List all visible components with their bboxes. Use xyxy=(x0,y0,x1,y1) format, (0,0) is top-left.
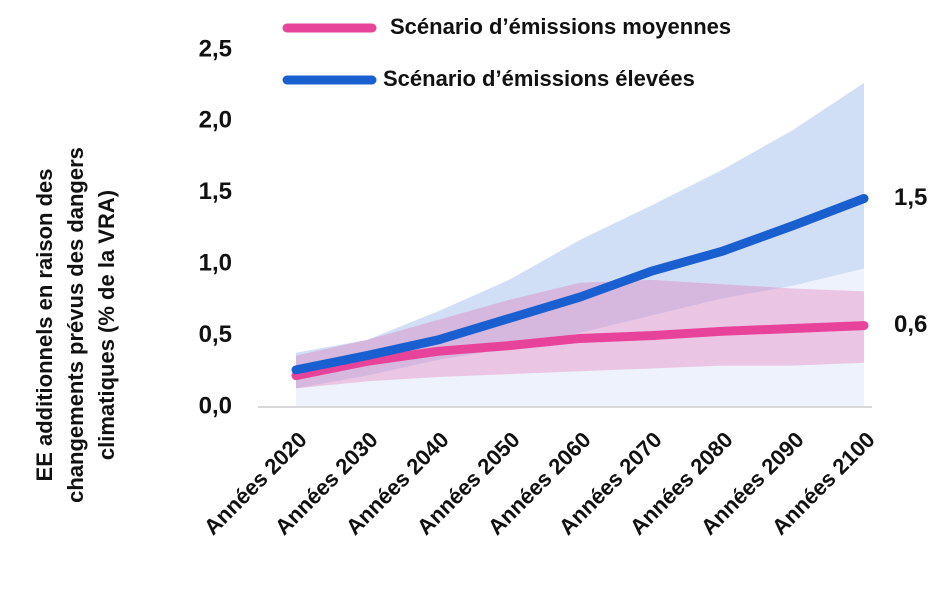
series-line xyxy=(291,321,869,381)
y-tick-label: 1,0 xyxy=(199,250,232,277)
y-tick-label: 1,5 xyxy=(199,178,232,205)
series-line xyxy=(291,194,869,375)
y-axis-label: EE additionnels en raison des changements… xyxy=(32,147,119,503)
legend-label: Scénario d’émissions élevées xyxy=(383,66,695,91)
y-label-line: EE additionnels en raison des xyxy=(32,169,57,482)
end-value-label: 0,6 xyxy=(894,311,927,338)
uncertainty-band xyxy=(296,82,864,389)
y-label-line: climatiques (% de la VRA) xyxy=(94,190,119,460)
y-tick-label: 0,5 xyxy=(199,321,232,348)
y-tick-label: 2,5 xyxy=(199,35,232,62)
end-value-label: 1,5 xyxy=(894,184,927,211)
legend-label: Scénario d’émissions moyennes xyxy=(390,14,731,39)
y-tick-label: 0,0 xyxy=(199,392,232,419)
y-tick-label: 2,0 xyxy=(199,107,232,134)
y-label-line: changements prévus des dangers xyxy=(63,147,88,503)
